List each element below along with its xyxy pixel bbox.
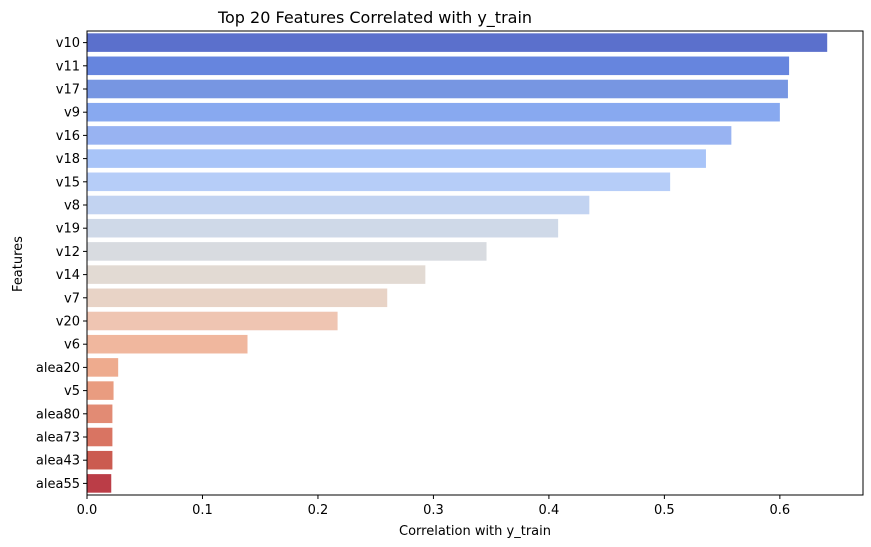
x-tick-label: 0.0 bbox=[77, 503, 98, 518]
bar-v14 bbox=[87, 265, 426, 284]
x-tick-label: 0.3 bbox=[423, 503, 444, 518]
bar-v8 bbox=[87, 195, 590, 215]
plot-frame bbox=[86, 30, 864, 496]
y-tick-label: v8 bbox=[64, 199, 80, 214]
bar-alea20 bbox=[87, 358, 119, 377]
bars-group bbox=[87, 33, 828, 493]
bar-v7 bbox=[87, 288, 388, 308]
y-tick-label: v18 bbox=[56, 152, 80, 167]
y-tick-label: v16 bbox=[56, 129, 80, 144]
x-tick-label: 0.6 bbox=[770, 503, 791, 518]
y-tick-label: v5 bbox=[64, 384, 80, 399]
bar-v10 bbox=[87, 33, 828, 52]
bar-alea43 bbox=[87, 450, 113, 470]
bar-v12 bbox=[87, 242, 487, 261]
y-tick-label: v15 bbox=[56, 175, 80, 190]
y-axis-label: Features bbox=[11, 236, 26, 292]
y-tick-label: alea80 bbox=[36, 407, 80, 422]
x-tick-label: 0.1 bbox=[192, 503, 213, 518]
y-tick-label: v17 bbox=[56, 83, 80, 98]
x-tick-label: 0.5 bbox=[654, 503, 675, 518]
y-tick-label: v11 bbox=[56, 59, 80, 74]
y-tick-label: v7 bbox=[64, 291, 80, 306]
bar-alea55 bbox=[87, 474, 112, 493]
y-tick-label: v9 bbox=[64, 106, 80, 121]
x-axis-label: Correlation with y_train bbox=[399, 524, 551, 539]
bar-v15 bbox=[87, 172, 671, 192]
bar-alea73 bbox=[87, 427, 113, 447]
y-tick-label: v6 bbox=[64, 338, 80, 353]
y-tick-label: v19 bbox=[56, 222, 80, 237]
x-tick-label: 0.2 bbox=[308, 503, 329, 518]
bar-v11 bbox=[87, 56, 790, 76]
y-tick-label: v12 bbox=[56, 245, 80, 260]
bar-v16 bbox=[87, 126, 732, 145]
y-tick-labels: v10 v11 v17 v9 v16 v18 v15 v8 v19 v12 v14 v7 v20 v6 al… bbox=[36, 36, 87, 492]
x-axis-ticks: 0.0 0.1 0.2 0.3 0.4 0.5 0.6 bbox=[77, 495, 791, 518]
chart-title: Top 20 Features Correlated with y_train bbox=[217, 8, 532, 28]
bar-v20 bbox=[87, 311, 338, 331]
y-tick-label: alea55 bbox=[36, 477, 80, 492]
bar-v6 bbox=[87, 334, 248, 354]
y-tick-label: v14 bbox=[56, 268, 80, 283]
bar-v17 bbox=[87, 79, 788, 99]
x-tick-label: 0.4 bbox=[539, 503, 560, 518]
bar-alea80 bbox=[87, 404, 113, 424]
bar-v5 bbox=[87, 381, 114, 400]
y-tick-label: alea43 bbox=[36, 454, 80, 469]
bar-v19 bbox=[87, 218, 559, 238]
bar-v9 bbox=[87, 102, 780, 122]
y-tick-label: alea73 bbox=[36, 431, 80, 446]
y-tick-label: v10 bbox=[56, 36, 80, 51]
y-tick-label: alea20 bbox=[36, 361, 80, 376]
y-tick-label: v20 bbox=[56, 315, 80, 330]
bar-v18 bbox=[87, 149, 706, 168]
